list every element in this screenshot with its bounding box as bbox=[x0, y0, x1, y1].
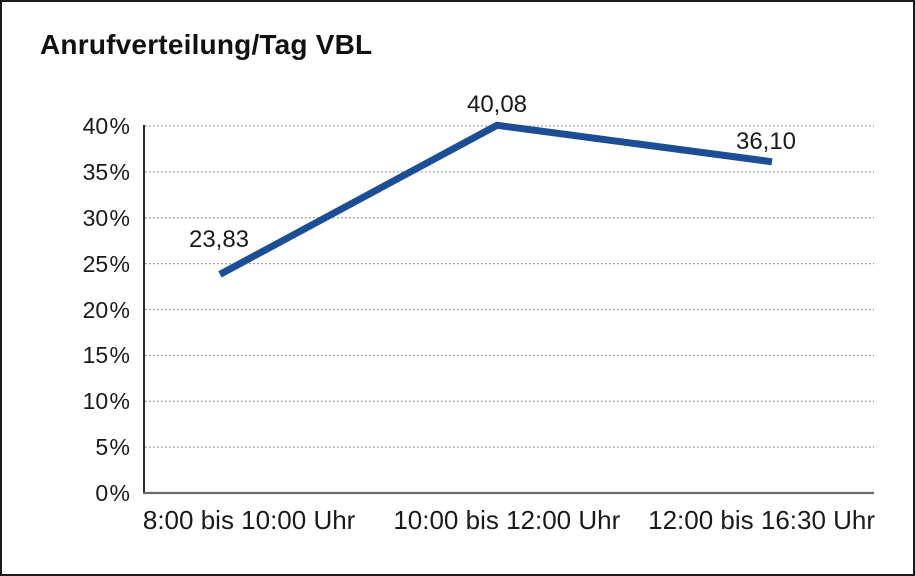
y-tick-label: 40 % bbox=[82, 113, 130, 139]
y-tick-label: 0 % bbox=[95, 480, 130, 506]
y-tick-label: 10 % bbox=[82, 388, 130, 415]
data-point-label: 40,08 bbox=[466, 91, 528, 118]
y-tick-label: 5 % bbox=[95, 434, 130, 461]
y-tick-label: 15 % bbox=[82, 342, 130, 369]
x-tick-label: 8:00 bis 10:00 Uhr bbox=[142, 505, 356, 535]
y-tick-label: 20 % bbox=[82, 296, 130, 323]
chart-title: Anrufverteilung/Tag VBL bbox=[40, 29, 373, 60]
y-tick-label: 35 % bbox=[82, 158, 130, 185]
x-tick-label: 10:00 bis 12:00 Uhr bbox=[393, 505, 621, 535]
y-tick-label: 30 % bbox=[82, 204, 130, 231]
y-tick-label: 25 % bbox=[82, 250, 130, 277]
data-point-label: 23,83 bbox=[188, 226, 250, 253]
x-tick-label: 12:00 bis 16:30 Uhr bbox=[648, 505, 876, 535]
series-line bbox=[218, 121, 773, 278]
data-point-label: 36,10 bbox=[735, 128, 797, 155]
